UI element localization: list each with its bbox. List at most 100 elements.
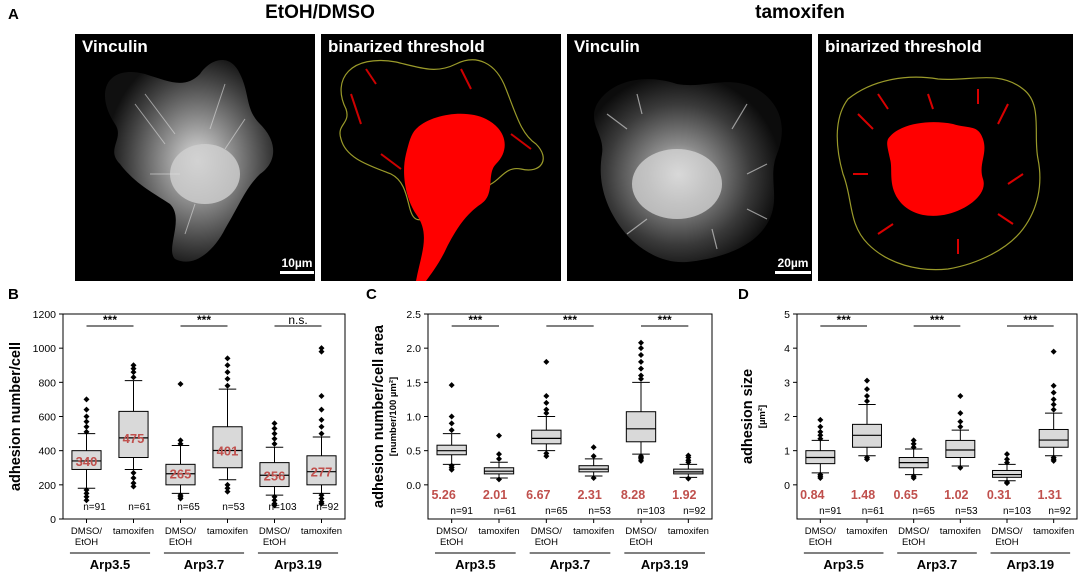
chart-d-outlier [957,410,964,417]
chart-d-ytick-label: 2 [784,412,790,424]
chart-b-condition-label: tamoxifen [113,526,154,537]
chart-d-n-label: n=65 [912,506,935,517]
chart-b-condition-label: DMSO/ [259,526,291,537]
chart-b-outlier [224,481,231,488]
chart-d-group-label: Arp3.19 [1006,557,1054,572]
chart-c-ytick-label: 2.5 [406,309,421,321]
micrograph-vinculin-tamoxifen: Vinculin 20µm [567,34,812,281]
chart-d-ytick-label: 1 [784,446,790,458]
chart-c-group-label: Arp3.7 [550,557,590,572]
chart-d-outlier [1050,382,1057,389]
chart-c-outlier [638,352,644,358]
chart-b-outlier [83,423,90,430]
chart-d-box [992,469,1022,478]
chart-d-condition-label: DMSO/ [991,526,1023,537]
micrograph-threshold-control: binarized threshold [321,34,561,281]
chart-b-condition-label: tamoxifen [301,526,342,537]
chart-d-ytick-label: 3 [784,377,790,389]
chart-b-outlier [83,497,90,504]
chart-c-condition-label: EtOH [440,537,463,548]
chart-b-outlier [177,437,184,444]
chart-d-mean-label: 1.02 [944,488,968,502]
chart-b-condition-label: DMSO/ [71,526,103,537]
chart-d-outlier [1050,401,1057,408]
chart-d-outlier [1004,480,1010,487]
chart-c-condition-label: EtOH [535,537,558,548]
chart-d-group-label: Arp3.5 [823,557,863,572]
chart-c-outlier [448,427,455,434]
chart-b-outlier [83,490,90,497]
chart-c-outlier [448,466,455,473]
chart-b-ytick-label: 200 [38,480,56,492]
chart-b-outlier [177,381,184,388]
chart-d-ylabel-unit: [µm²] [757,405,768,428]
chart-b-outlier [130,369,137,376]
chart-b-outlier [224,362,231,369]
chart-d-condition-label: EtOH [995,537,1018,548]
chart-d-outlier [957,423,964,430]
vinculin-cell-control-image [105,60,274,262]
chart-d-outlier [1004,459,1010,466]
chart-d-outlier [957,464,964,471]
chart-d-outlier [910,437,917,444]
chart-b-outlier [130,374,137,381]
chart-c-outlier [638,457,644,464]
chart-d-sig-label: *** [930,313,944,327]
chart-b-box [118,410,149,458]
chart-b-outlier [130,483,137,490]
chart-b-outlier [271,420,278,427]
chart-d-mean-label: 0.65 [893,488,917,502]
chart-d-outlier [1050,406,1057,413]
chart-b-outlier [224,382,231,389]
chart-b-outlier [83,418,90,425]
chart-d-frame [796,313,1078,520]
chart-c-sig-label: *** [468,313,482,327]
chart-d-outlier [1050,348,1057,355]
chart-c-outlier [496,451,502,458]
vinculin-cell-tamoxifen-image [593,79,782,263]
chart-c-condition-label: EtOH [629,537,652,548]
chart-c-ytick-label: 0.0 [406,480,421,492]
chart-b-condition-label: tamoxifen [207,526,248,537]
chart-d-n-label: n=61 [862,506,885,517]
chart-d-outlier [1050,457,1057,464]
chart-b-ytick-label: 600 [38,412,56,424]
chart-d-condition-label: EtOH [902,537,925,548]
scale-bar-10um-line [280,271,314,274]
chart-b-outlier [318,345,325,352]
chart-b-box [306,455,337,486]
chart-b-outlier [271,425,278,432]
chart-c-outlier [543,399,550,406]
chart-c-box [436,444,467,456]
chart-d-n-label: n=53 [955,506,978,517]
chart-d-outlier [1050,389,1057,396]
chart-b-ytick-label: 1200 [33,309,57,321]
chart-b-outlier [130,365,137,372]
chart-b-condition-label: DMSO/ [165,526,197,537]
chart-b-outlier [318,430,325,437]
chart-d-mean-label: 0.31 [987,488,1011,502]
chart-c-mean-label: 6.67 [526,488,550,502]
chart-b-ytick-label: 800 [38,377,56,389]
chart-c-outlier [496,455,502,462]
chart-c-mean-label: 8.28 [621,488,645,502]
chart-d-outlier [1050,396,1057,403]
chart-c-outlier [638,339,644,346]
chart-b-outlier [224,369,231,376]
chart-c-ylabel-unit: [number/100 µm²] [388,377,399,456]
chart-b-mean-label: 277 [311,465,333,480]
chart-b-outlier [83,428,90,435]
chart-d-mean-label: 0.84 [800,488,824,502]
chart-b-outlier [130,480,137,487]
chart-b-outlier [177,440,184,447]
chart-d-ytick-label: 0 [784,480,790,492]
chart-d-outlier [957,418,964,425]
chart-c-condition-label: tamoxifen [478,526,519,537]
chart-d-outlier [817,416,824,423]
chart-b-outlier [271,440,278,447]
chart-b-n-label: n=103 [268,502,297,513]
chart-b-sig-label: n.s. [288,313,307,327]
chart-d-mean-label: 1.31 [1037,488,1061,502]
chart-b-ytick-label: 1000 [33,343,57,355]
chart-b-outlier [271,497,278,504]
